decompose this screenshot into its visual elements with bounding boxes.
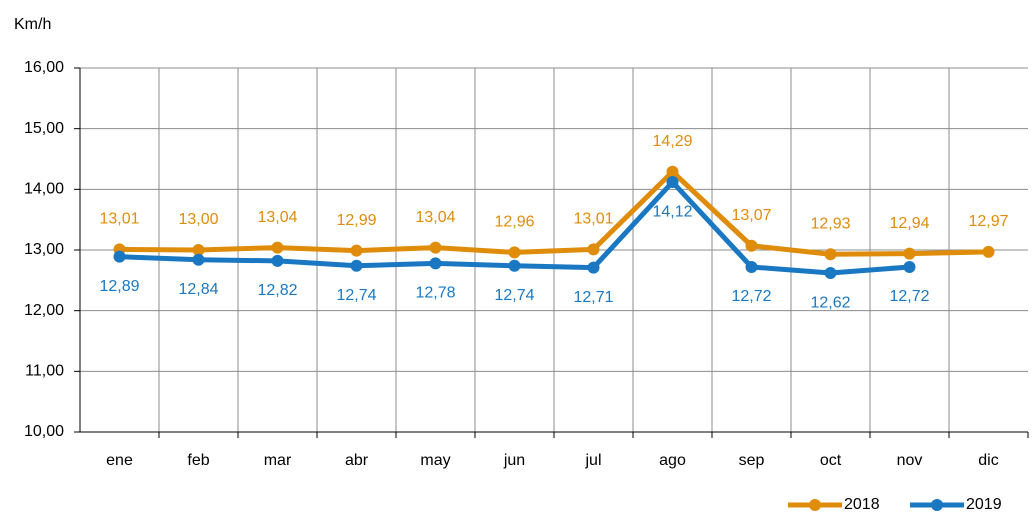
x-tick-label: jul	[584, 452, 601, 469]
point	[192, 253, 205, 266]
data-label: 12,71	[573, 289, 613, 306]
legend-marker	[931, 499, 943, 511]
x-tick-label: ene	[106, 452, 133, 469]
y-tick-label: 15,00	[24, 120, 64, 137]
point	[666, 176, 679, 189]
x-tick-label: sep	[739, 452, 765, 469]
data-label: 12,62	[810, 294, 850, 311]
legend-label: 2018	[844, 496, 880, 513]
point	[192, 244, 205, 256]
x-tick-label: dic	[978, 452, 998, 469]
data-label: 12,96	[494, 214, 534, 231]
point	[271, 254, 284, 267]
data-label: 12,97	[968, 213, 1008, 230]
y-axis-label: Km/h	[14, 16, 51, 33]
data-label: 12,89	[99, 278, 139, 295]
x-tick-label: jun	[503, 452, 525, 469]
point	[824, 248, 837, 261]
data-label: 12,84	[178, 281, 218, 298]
x-tick-label: ago	[659, 452, 686, 469]
point	[745, 239, 758, 252]
x-tick-label: mar	[264, 452, 292, 469]
point	[745, 260, 758, 273]
x-tick-label: nov	[897, 452, 923, 469]
data-label: 13,04	[257, 209, 297, 226]
point	[982, 245, 995, 258]
data-label: 12,99	[336, 212, 376, 229]
point	[903, 247, 916, 260]
point	[508, 246, 521, 259]
point	[350, 244, 363, 257]
data-label: 12,74	[336, 287, 376, 304]
point	[350, 259, 363, 272]
point	[824, 267, 837, 280]
point	[587, 243, 600, 256]
data-label: 14,12	[652, 203, 692, 220]
y-tick-label: 11,00	[25, 363, 64, 380]
data-label: 12,93	[810, 215, 850, 232]
x-tick-label: feb	[187, 452, 209, 469]
data-label: 12,74	[494, 287, 534, 304]
point	[113, 250, 126, 263]
y-tick-label: 12,00	[24, 302, 64, 319]
y-tick-label: 13,00	[24, 241, 64, 258]
legend-marker	[809, 499, 821, 511]
point	[508, 259, 521, 272]
data-label: 12,94	[889, 215, 929, 232]
legend-label: 2019	[966, 496, 1002, 513]
point	[903, 260, 916, 273]
data-label: 13,04	[415, 209, 455, 226]
x-tick-label: oct	[820, 452, 842, 469]
data-label: 13,07	[731, 207, 771, 224]
point	[666, 165, 679, 178]
y-tick-label: 16,00	[24, 59, 64, 76]
point	[587, 261, 600, 274]
data-label: 12,72	[731, 288, 771, 305]
y-tick-label: 14,00	[24, 181, 64, 198]
data-label: 13,01	[99, 211, 139, 228]
x-tick-label: may	[420, 452, 450, 469]
series-line	[119, 169, 989, 257]
data-label: 14,29	[652, 133, 692, 150]
data-label: 13,00	[178, 211, 218, 228]
data-label: 12,72	[889, 288, 929, 305]
data-label: 12,78	[415, 285, 455, 302]
data-label: 12,82	[257, 282, 297, 299]
x-tick-label: abr	[345, 452, 369, 469]
y-tick-label: 10,00	[24, 423, 64, 440]
data-label: 13,01	[573, 211, 613, 228]
point	[429, 257, 442, 270]
point	[271, 241, 284, 254]
point	[429, 241, 442, 254]
